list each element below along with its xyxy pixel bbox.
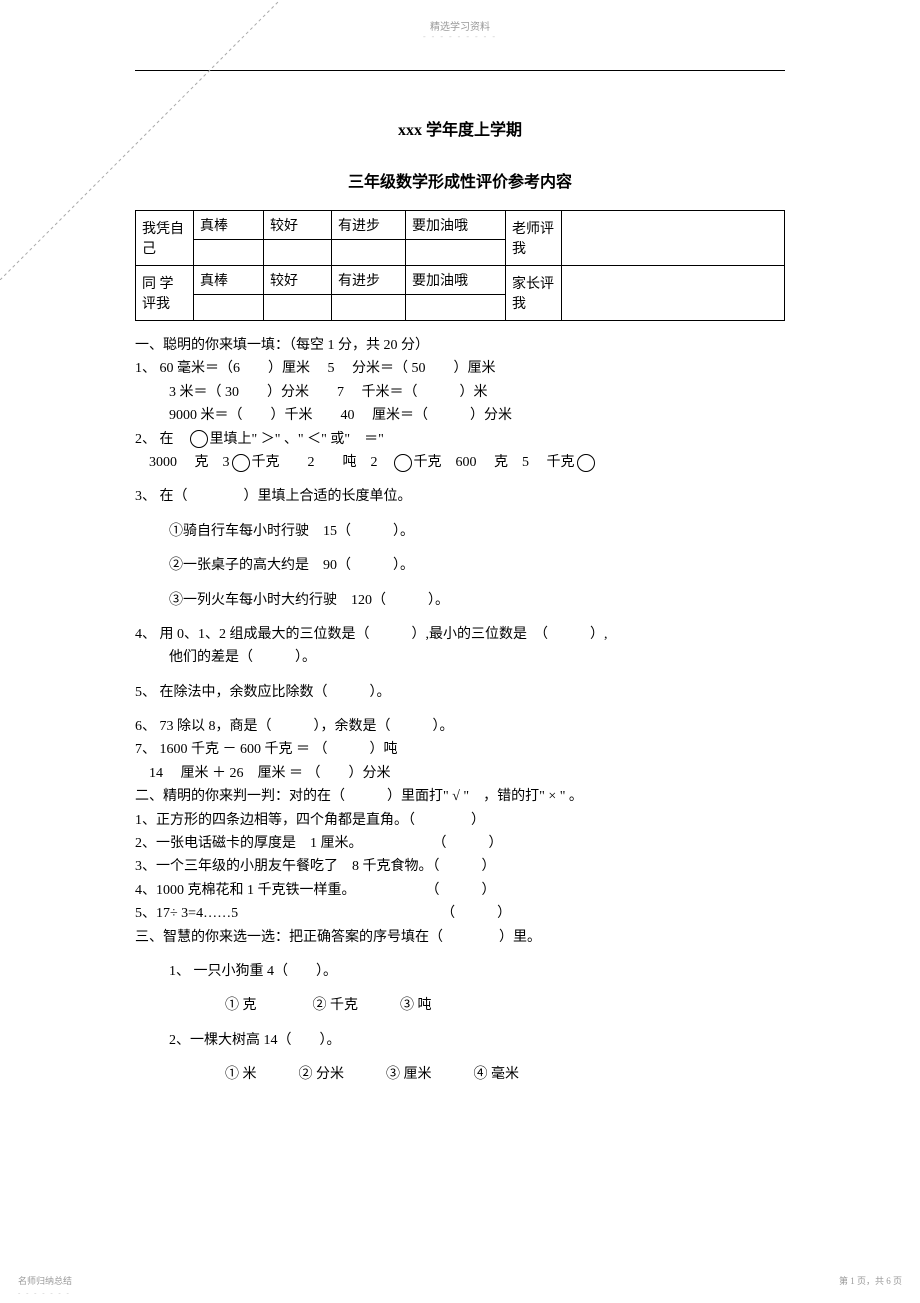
cell: 较好	[264, 211, 332, 240]
cell-teacher-label: 老师评我	[506, 211, 562, 266]
q-text: 2、一张电话磁卡的厚度是 1 厘米。 （ ）	[135, 833, 785, 855]
doc-title-1: xxx 学年度上学期	[135, 116, 785, 140]
q-text: 4、1000 克棉花和 1 千克铁一样重。 （ ）	[135, 880, 785, 902]
section1-header: 一、聪明的你来填一填：（每空 1 分，共 20 分）	[135, 335, 785, 357]
q-text: 3、一个三年级的小朋友午餐吃了 8 千克食物。（ ）	[135, 856, 785, 878]
q-text: ③一列火车每小时大约行驶 120（ ）。	[135, 590, 785, 612]
q-text: 1、 一只小狗重 4（ ）。	[135, 961, 785, 983]
cell: 要加油哦	[406, 266, 506, 295]
q-text: 3 米＝（ 30 ）分米 7 千米＝（ ）米	[135, 382, 785, 404]
section2-header: 二、精明的你来判一判：对的在（ ）里面打" √ " ，错的打" × " 。	[135, 786, 785, 808]
doc-title-2: 三年级数学形成性评价参考内容	[135, 168, 785, 192]
cell-self-label: 我凭自己	[136, 211, 194, 266]
cell-parent-label: 家长评我	[506, 266, 562, 321]
cell	[264, 295, 332, 321]
header-rule	[135, 70, 785, 71]
cell	[332, 295, 406, 321]
q-text: 2、 在 里填上" ＞" 、" ＜" 或" ＝"	[135, 429, 785, 451]
cell	[194, 240, 264, 266]
cell	[406, 240, 506, 266]
q-text: 5、 在除法中，余数应比除数（ ）。	[135, 682, 785, 704]
cell	[264, 240, 332, 266]
q-text: 5、17÷ 3=4……5 （ ）	[135, 903, 785, 925]
section3-header: 三、智慧的你来选一选：把正确答案的序号填在（ ）里。	[135, 927, 785, 949]
circle-blank	[190, 430, 208, 448]
q-text: 6、 73 除以 8，商是（ ），余数是（ ）。	[135, 716, 785, 738]
cell: 较好	[264, 266, 332, 295]
q-text: 1、正方形的四条边相等，四个角都是直角。（ ）	[135, 810, 785, 832]
cell: 有进步	[332, 266, 406, 295]
q-text: ①骑自行车每小时行驶 15（ ）。	[135, 521, 785, 543]
q-text: 7、 1600 千克 － 600 千克 ＝ （ ）吨	[135, 739, 785, 761]
q-text: 9000 米＝（ ）千米 40 厘米＝（ ）分米	[135, 405, 785, 427]
footer-dots-left: - - - - - - -	[18, 1289, 71, 1297]
q-text: 1、 60 毫米＝（6 ）厘米 5 分米＝（ 50 ）厘米	[135, 358, 785, 380]
cell: 要加油哦	[406, 211, 506, 240]
cell	[562, 266, 785, 321]
cell: 真棒	[194, 211, 264, 240]
cell: 真棒	[194, 266, 264, 295]
circle-blank	[394, 454, 412, 472]
cell-peer-label: 同 学评我	[136, 266, 194, 321]
q-text: 14 厘米 ＋ 26 厘米 ＝ （ ）分米	[135, 763, 785, 785]
cell	[332, 240, 406, 266]
q-options: ① 克 ② 千克 ③ 吨	[135, 995, 785, 1017]
footer-right: 第 1 页，共 6 页	[839, 1274, 902, 1287]
table-row: 同 学评我 真棒 较好 有进步 要加油哦 家长评我	[136, 266, 785, 295]
page-content: xxx 学年度上学期 三年级数学形成性评价参考内容 我凭自己 真棒 较好 有进步…	[0, 0, 920, 1128]
cell	[406, 295, 506, 321]
watermark-top: 精选学习资料	[0, 18, 920, 33]
table-row: 我凭自己 真棒 较好 有进步 要加油哦 老师评我	[136, 211, 785, 240]
q-text: ②一张桌子的高大约是 90（ ）。	[135, 555, 785, 577]
q-text: 3、 在（ ）里填上合适的长度单位。	[135, 486, 785, 508]
evaluation-table: 我凭自己 真棒 较好 有进步 要加油哦 老师评我 同 学评我 真棒 较好 有进步…	[135, 210, 785, 321]
q-text: 4、 用 0、1、2 组成最大的三位数是（ ）,最小的三位数是 （ ）,	[135, 624, 785, 646]
footer-left: 名师归纳总结	[18, 1274, 72, 1287]
cell	[194, 295, 264, 321]
q-options: ① 米 ② 分米 ③ 厘米 ④ 毫米	[135, 1064, 785, 1086]
watermark-dots-top: - - - - - - - - -	[0, 32, 920, 41]
cell: 有进步	[332, 211, 406, 240]
circle-blank	[577, 454, 595, 472]
q-text: 3000 克 3千克 2 吨 2 千克 600 克 5 千克	[135, 452, 785, 474]
q-text: 他们的差是（ ）。	[135, 647, 785, 669]
q-text: 2、一棵大树高 14（ ）。	[135, 1030, 785, 1052]
cell	[562, 211, 785, 266]
circle-blank	[232, 454, 250, 472]
questions-body: 一、聪明的你来填一填：（每空 1 分，共 20 分） 1、 60 毫米＝（6 ）…	[135, 335, 785, 1087]
